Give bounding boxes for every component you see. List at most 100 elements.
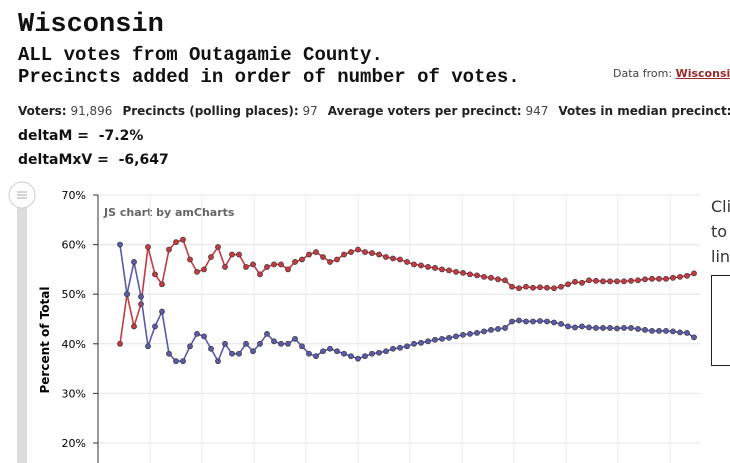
scrollbar[interactable] bbox=[17, 192, 27, 463]
point bbox=[551, 285, 557, 292]
point bbox=[565, 323, 571, 330]
point bbox=[278, 340, 284, 347]
y-tick-label: 70% bbox=[62, 189, 86, 202]
point bbox=[656, 275, 662, 282]
point bbox=[432, 265, 438, 271]
point bbox=[488, 327, 494, 333]
point bbox=[117, 241, 123, 248]
point bbox=[131, 259, 137, 265]
point bbox=[691, 270, 697, 277]
point bbox=[306, 251, 312, 258]
point bbox=[418, 339, 424, 346]
sidebar-text: lin bbox=[711, 247, 730, 266]
point bbox=[474, 329, 480, 336]
point bbox=[523, 318, 529, 325]
point bbox=[236, 251, 242, 258]
handle-grip bbox=[17, 191, 27, 199]
point bbox=[677, 273, 683, 280]
point bbox=[194, 268, 200, 275]
point bbox=[411, 261, 417, 268]
point bbox=[621, 278, 627, 285]
point bbox=[544, 284, 550, 291]
point bbox=[390, 255, 396, 262]
point bbox=[187, 256, 193, 263]
point bbox=[579, 279, 585, 286]
sidebar-text: to bbox=[711, 222, 728, 241]
point bbox=[593, 325, 599, 331]
point bbox=[586, 324, 592, 331]
point bbox=[264, 330, 270, 337]
point bbox=[271, 338, 277, 345]
point bbox=[306, 350, 312, 357]
point bbox=[236, 350, 242, 357]
point bbox=[460, 269, 466, 276]
point bbox=[355, 246, 361, 253]
sidebar-text: Cli bbox=[711, 197, 730, 216]
source-link[interactable]: Wisconsi bbox=[675, 67, 730, 80]
point bbox=[313, 353, 319, 360]
point bbox=[292, 335, 298, 342]
point bbox=[138, 293, 144, 300]
point bbox=[159, 281, 165, 288]
delta-label: deltaMxV = bbox=[18, 152, 109, 168]
point bbox=[320, 348, 326, 355]
point bbox=[677, 329, 683, 336]
stat-value: 97 bbox=[302, 104, 318, 118]
point bbox=[313, 249, 319, 255]
point bbox=[257, 271, 263, 278]
point bbox=[292, 259, 298, 265]
point bbox=[649, 328, 655, 334]
point bbox=[411, 340, 417, 347]
point bbox=[145, 343, 151, 350]
point bbox=[159, 308, 165, 315]
point bbox=[628, 277, 634, 284]
chart-credit: JS chart by amCharts bbox=[103, 206, 235, 219]
stat-value: 947 bbox=[525, 104, 549, 118]
point bbox=[299, 343, 305, 350]
delta: deltaM = -7.2% bbox=[18, 128, 143, 144]
point bbox=[642, 276, 648, 283]
point bbox=[250, 348, 256, 355]
point bbox=[446, 334, 452, 341]
point bbox=[663, 328, 669, 334]
y-tick-label: 60% bbox=[62, 239, 86, 252]
point bbox=[509, 318, 515, 325]
point bbox=[383, 348, 389, 355]
point bbox=[152, 271, 158, 278]
point bbox=[404, 343, 410, 350]
point bbox=[376, 251, 382, 258]
sidebar-box bbox=[711, 275, 730, 366]
point bbox=[271, 261, 277, 268]
point bbox=[502, 325, 508, 331]
point bbox=[614, 278, 620, 285]
point bbox=[418, 262, 424, 269]
point bbox=[656, 328, 662, 334]
delta-value: -6,647 bbox=[118, 152, 169, 168]
stat-label: Precincts (polling places): bbox=[122, 104, 299, 118]
point bbox=[278, 261, 284, 268]
point bbox=[439, 266, 445, 273]
point bbox=[551, 319, 557, 326]
point bbox=[530, 318, 536, 325]
point bbox=[460, 331, 466, 338]
point bbox=[299, 256, 305, 263]
point bbox=[222, 264, 228, 270]
point bbox=[432, 336, 438, 343]
point bbox=[320, 254, 326, 260]
stat-label: Votes in median precinct: bbox=[558, 104, 730, 118]
point bbox=[173, 239, 179, 246]
point bbox=[579, 323, 585, 330]
point bbox=[488, 274, 494, 281]
point bbox=[243, 340, 249, 347]
point bbox=[215, 244, 221, 250]
y-tick-label: 50% bbox=[62, 288, 86, 301]
point bbox=[187, 343, 193, 350]
point bbox=[341, 251, 347, 258]
point bbox=[369, 250, 375, 256]
point bbox=[495, 276, 501, 283]
point bbox=[621, 325, 627, 331]
point bbox=[390, 345, 396, 352]
point bbox=[250, 261, 256, 268]
source: Data from: Wisconsi bbox=[613, 67, 730, 80]
point bbox=[572, 324, 578, 331]
